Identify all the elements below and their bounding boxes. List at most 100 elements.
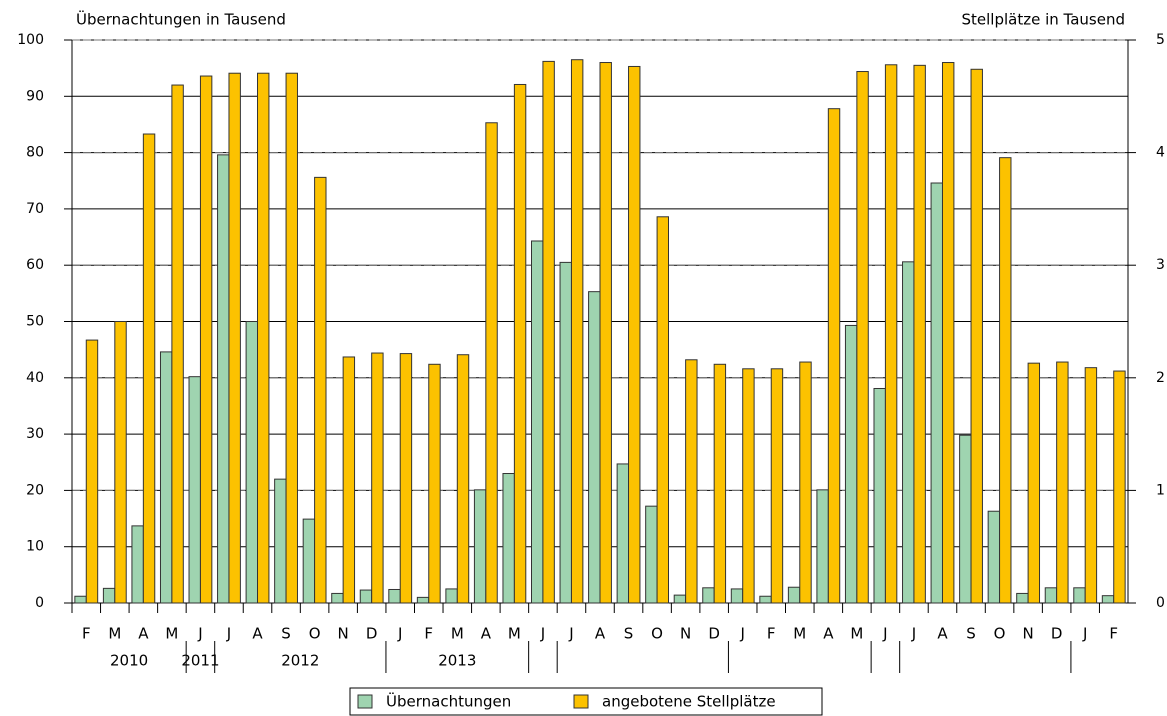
year-label: 2010 xyxy=(110,652,148,670)
bar xyxy=(542,60,555,604)
legend-swatch xyxy=(357,694,373,709)
x-tick-label: A xyxy=(823,625,834,643)
y-tick-label: 40 xyxy=(26,370,44,386)
x-tick-label: N xyxy=(338,625,349,643)
bar xyxy=(628,65,641,604)
bar xyxy=(388,588,401,604)
bar xyxy=(513,83,527,604)
bar xyxy=(74,595,87,604)
bar xyxy=(274,478,287,604)
y-tick-label: 30 xyxy=(26,426,44,442)
y-tick-label: 70 xyxy=(26,201,44,217)
x-tick-label: M xyxy=(165,625,178,643)
legend-swatch xyxy=(573,694,589,709)
y2-tick-label: 0 xyxy=(1156,595,1165,611)
bar xyxy=(616,463,630,604)
bar xyxy=(428,363,441,604)
x-tick-label: J xyxy=(568,625,573,643)
x-tick-label: S xyxy=(624,625,634,643)
x-tick-label: F xyxy=(424,625,433,643)
bar xyxy=(456,354,470,604)
bar xyxy=(999,157,1012,604)
bar xyxy=(302,518,316,604)
x-tick-label: A xyxy=(481,625,492,643)
bar xyxy=(970,68,983,604)
bar xyxy=(873,387,886,604)
bar xyxy=(1101,595,1115,604)
x-tick-label: J xyxy=(197,625,202,643)
year-label: 2012 xyxy=(281,652,319,670)
bar xyxy=(485,122,498,604)
bar xyxy=(1016,592,1029,604)
x-tick-label: A xyxy=(937,625,948,643)
y-tick-label: 80 xyxy=(26,145,44,161)
bar xyxy=(359,589,373,604)
x-tick-label: J xyxy=(540,625,545,643)
bar xyxy=(759,595,772,604)
bar xyxy=(371,352,384,604)
bar xyxy=(245,321,259,604)
x-tick-label: A xyxy=(138,625,149,643)
x-tick-label: D xyxy=(366,625,378,643)
bar xyxy=(1073,587,1086,604)
x-tick-label: N xyxy=(1022,625,1033,643)
bar xyxy=(570,59,584,604)
x-tick-label: J xyxy=(226,625,231,643)
x-tick-label: J xyxy=(882,625,887,643)
bar xyxy=(987,510,1001,604)
bar xyxy=(770,368,784,604)
bar xyxy=(742,368,755,604)
bar xyxy=(685,359,698,604)
x-tick-label: J xyxy=(397,625,402,643)
x-tick-label: S xyxy=(966,625,976,643)
bar xyxy=(1084,367,1098,604)
bar xyxy=(844,324,858,604)
x-tick-label: N xyxy=(680,625,691,643)
x-tick-label: S xyxy=(281,625,291,643)
y-tick-label: 0 xyxy=(35,595,44,611)
y-tick-label: 50 xyxy=(26,314,44,330)
bar xyxy=(1056,361,1069,604)
y2-tick-label: 3 xyxy=(1156,257,1165,273)
bar xyxy=(588,291,601,604)
y-axis-label: Übernachtungen in Tausend xyxy=(76,10,286,29)
year-label: 2013 xyxy=(438,652,476,670)
x-tick-label: J xyxy=(739,625,744,643)
bar xyxy=(930,182,943,604)
x-tick-label: D xyxy=(708,625,720,643)
bar xyxy=(331,592,344,604)
bar xyxy=(114,321,127,604)
bar xyxy=(102,587,116,604)
y-tick-label: 20 xyxy=(26,482,44,498)
bar xyxy=(142,133,156,604)
year-label: 2011 xyxy=(181,652,219,670)
bar xyxy=(314,176,327,604)
bar xyxy=(228,72,241,604)
legend-label: angebotene Stellplätze xyxy=(602,693,776,711)
bar xyxy=(827,108,841,604)
bar xyxy=(941,62,955,604)
x-tick-label: M xyxy=(508,625,521,643)
x-tick-label: M xyxy=(108,625,121,643)
bar xyxy=(1044,587,1058,604)
y2-tick-label: 4 xyxy=(1156,145,1165,161)
bar xyxy=(1027,362,1041,604)
legend-label: Übernachtungen xyxy=(386,692,511,711)
y2-tick-label: 1 xyxy=(1156,482,1165,498)
bar xyxy=(445,588,458,604)
bar xyxy=(787,586,801,604)
bar xyxy=(159,351,173,604)
bar xyxy=(599,62,612,604)
bar xyxy=(188,376,201,604)
y-tick-label: 10 xyxy=(26,539,44,555)
bar xyxy=(399,353,413,604)
bar xyxy=(902,261,915,604)
bar xyxy=(285,72,298,604)
bar xyxy=(199,75,213,604)
x-tick-label: M xyxy=(451,625,464,643)
x-tick-label: M xyxy=(850,625,863,643)
x-tick-label: O xyxy=(994,625,1006,643)
bar xyxy=(913,64,926,604)
bar xyxy=(816,489,829,604)
